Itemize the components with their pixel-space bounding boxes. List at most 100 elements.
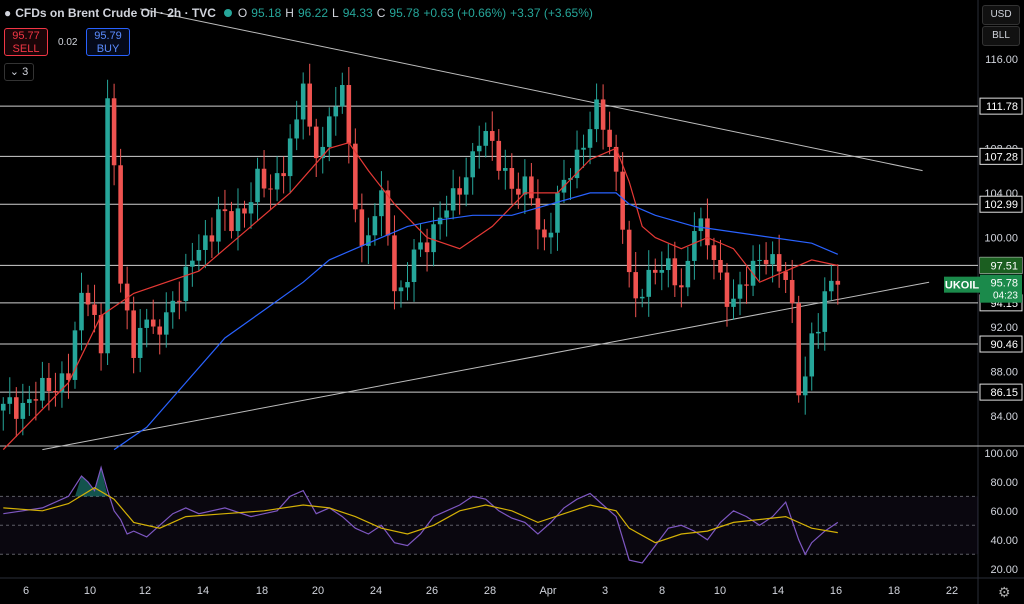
candle-body — [118, 165, 123, 284]
candle-body — [431, 224, 436, 253]
candle-body — [574, 149, 580, 179]
candle-body — [659, 270, 665, 273]
change-value: +0.63 (+0.66%) — [423, 6, 507, 20]
symbol-tag: UKOIL — [945, 280, 980, 292]
candle-body — [503, 168, 508, 171]
candle-body — [300, 83, 306, 120]
candle-body — [529, 176, 534, 199]
symbol-title[interactable]: CFDs on Brent Crude Oil · 2h · TVC — [15, 6, 216, 20]
candle-body — [705, 218, 710, 246]
symbol-header: ● CFDs on Brent Crude Oil · 2h · TVC O 95… — [4, 6, 593, 20]
y-tick-label: 84.00 — [990, 411, 1018, 423]
candle-body — [548, 232, 554, 238]
candle-body — [183, 266, 189, 302]
candle-body — [20, 402, 26, 419]
candle-body — [294, 119, 299, 139]
candle-body — [698, 218, 704, 232]
candle-body — [33, 399, 39, 401]
candle-body — [483, 131, 489, 146]
candle-body — [320, 146, 326, 159]
level-label-box — [979, 335, 1023, 353]
level-label-box — [979, 97, 1023, 115]
candle-body — [711, 245, 717, 260]
candles — [0, 63, 841, 438]
candle-body — [724, 272, 730, 307]
symbol-tag-box — [944, 276, 980, 293]
candle-body — [235, 208, 241, 232]
x-tick-label: 10 — [84, 585, 96, 597]
sell-button[interactable]: 95.77 SELL — [4, 28, 48, 56]
current-price-box — [980, 274, 1022, 303]
candle-body — [46, 377, 52, 392]
open-value: 95.18 — [251, 6, 282, 20]
x-tick-label: 26 — [426, 585, 438, 597]
x-tick-label: 6 — [23, 585, 29, 597]
candle-body — [463, 177, 469, 195]
x-tick-label: 8 — [659, 585, 665, 597]
candle-body — [666, 258, 671, 271]
rsi-y-tick-label: 20.00 — [990, 564, 1018, 576]
candle-body — [287, 138, 293, 177]
candle-body — [829, 280, 834, 292]
candle-body — [7, 397, 13, 404]
x-tick-label: 20 — [312, 585, 324, 597]
candle-body — [626, 229, 632, 273]
level-label: 102.99 — [979, 195, 1023, 213]
candle-body — [783, 271, 788, 280]
market-status-icon — [223, 9, 232, 17]
candle-body — [222, 209, 228, 212]
candle-body — [27, 399, 32, 403]
candle-body — [692, 231, 697, 261]
high-value: 96.22 — [297, 6, 328, 20]
candle-body — [59, 373, 65, 393]
candle-body — [359, 209, 365, 246]
candle-body — [242, 208, 247, 214]
candle-body — [326, 116, 332, 147]
candle-body — [418, 242, 423, 250]
x-tick-label: 3 — [602, 585, 608, 597]
candle-body — [14, 397, 19, 419]
candle-body — [470, 151, 475, 178]
level-label-text: 86.15 — [990, 387, 1018, 399]
currency-button[interactable]: USD — [982, 5, 1020, 25]
candle-body — [522, 176, 528, 195]
candle-body — [0, 403, 6, 411]
indicators-collapse-button[interactable]: ⌄ 3 — [4, 63, 34, 81]
buy-button[interactable]: 95.79 BUY — [86, 28, 130, 56]
candle-body — [718, 259, 723, 273]
sell-price: 95.77 — [12, 30, 40, 42]
candle-body — [489, 131, 495, 141]
candle-body — [281, 173, 286, 177]
x-tick-label: 12 — [139, 585, 151, 597]
level-label-text: 107.28 — [984, 151, 1018, 163]
candle-body — [607, 129, 612, 147]
buy-label: BUY — [96, 43, 120, 55]
level-label: 107.28 — [979, 147, 1023, 165]
candle-body — [652, 269, 658, 273]
rsi-y-tick-label: 60.00 — [990, 506, 1018, 518]
candle-body — [789, 279, 795, 304]
y-tick-label: 116.00 — [985, 54, 1018, 66]
buy-price: 95.79 — [94, 30, 122, 42]
candle-body — [639, 296, 645, 299]
chevron-down-icon: ⌄ — [9, 66, 20, 78]
current-price-label: 95.78 — [990, 278, 1018, 290]
candle-body — [144, 319, 149, 328]
candle-body — [79, 292, 84, 331]
candle-body — [796, 303, 801, 396]
candle-body — [398, 287, 404, 292]
candle-body — [594, 99, 599, 130]
candle-body — [105, 98, 110, 354]
candle-body — [379, 190, 384, 217]
level-label-text: 111.78 — [986, 101, 1018, 113]
candle-body — [137, 327, 143, 358]
gear-icon[interactable]: ⚙ — [998, 584, 1011, 600]
ema_long-line — [113, 192, 839, 451]
level-highlight-box — [980, 257, 1022, 274]
candle-body — [444, 210, 449, 218]
x-tick-label: 22 — [946, 585, 958, 597]
candle-body — [385, 190, 391, 236]
candle-body — [516, 188, 521, 195]
unit-button[interactable]: BLL — [982, 26, 1020, 46]
